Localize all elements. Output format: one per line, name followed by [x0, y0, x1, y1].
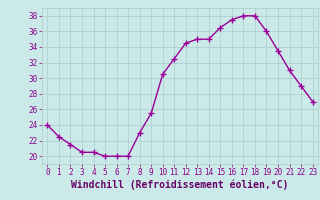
X-axis label: Windchill (Refroidissement éolien,°C): Windchill (Refroidissement éolien,°C): [71, 180, 289, 190]
